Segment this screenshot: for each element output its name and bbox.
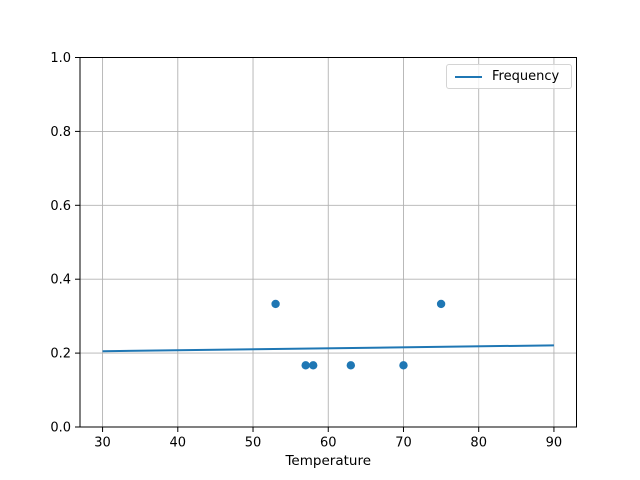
x-tick-label: 50 (245, 436, 262, 451)
x-tick-label: 40 (170, 436, 187, 451)
trend-line (102, 344, 554, 353)
y-tick-label: 0.6 (50, 199, 71, 214)
x-tick-label: 80 (470, 436, 487, 451)
scatter-point (346, 361, 356, 370)
x-axis-label: Temperature (284, 453, 371, 469)
plot-area: 30 40 50 60 70 80 90 0.0 0.2 0.4 0.6 0.8 1.0 (50, 51, 577, 451)
y-tick-label: 0.2 (50, 347, 71, 362)
scatter-point (436, 299, 446, 309)
y-tick-label: 1.0 (50, 51, 71, 66)
x-tick-label: 90 (546, 436, 563, 451)
y-tick-label: 0.0 (50, 421, 71, 436)
legend-line-sample (455, 75, 482, 78)
scatter-point (301, 361, 310, 370)
x-tick-label: 30 (94, 436, 111, 451)
scatter-point (271, 299, 280, 309)
scatter-point (309, 361, 318, 370)
legend-label: Frequency (492, 69, 560, 84)
legend: Frequency (446, 64, 572, 89)
x-tick-label: 70 (395, 436, 412, 451)
y-tick-label: 0.8 (50, 125, 71, 140)
x-tick-label: 60 (320, 436, 337, 451)
scatter-point (399, 361, 408, 370)
y-tick-label: 0.4 (50, 273, 71, 288)
